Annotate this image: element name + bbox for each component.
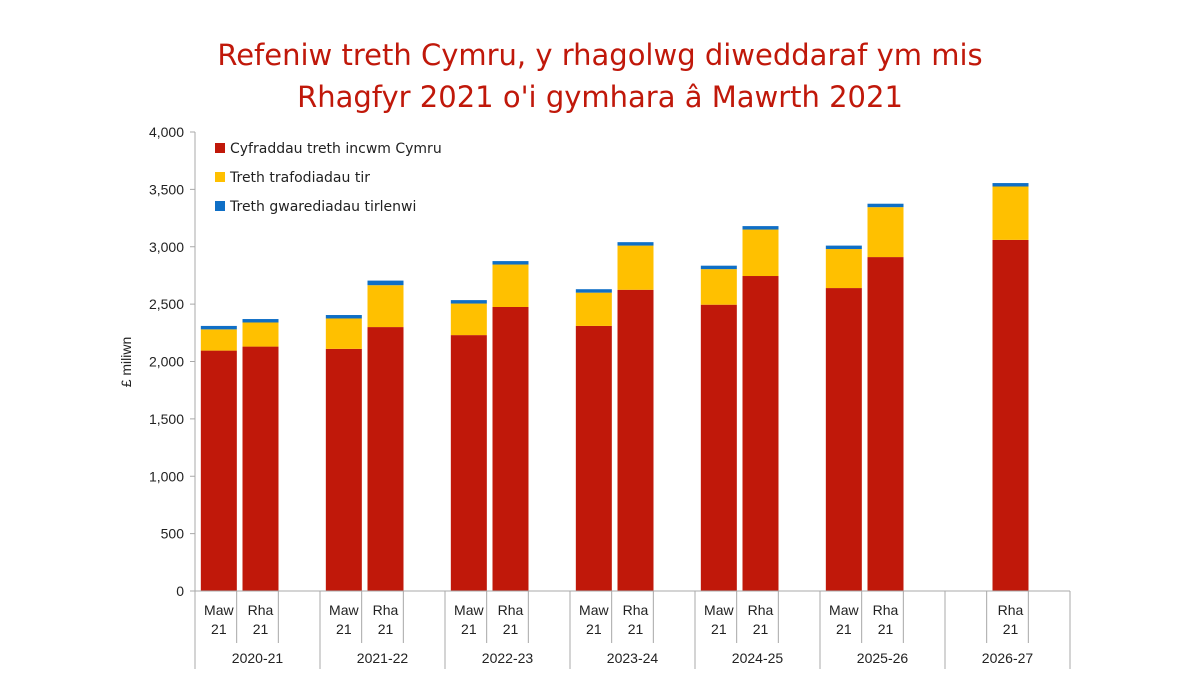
x-tick-label: 21 <box>461 621 477 637</box>
bar-segment-treth-trafodiadau-tir <box>575 292 612 326</box>
x-tick-label: Rha <box>248 602 274 618</box>
y-axis-label: £ miliwn <box>118 337 134 388</box>
bar-segment-cyfraddau-treth-incwm-cymru <box>617 289 654 591</box>
x-tick-label: Rha <box>998 602 1024 618</box>
bar-segment-treth-trafodiadau-tir <box>200 329 237 351</box>
bar-segment-treth-trafodiadau-tir <box>992 186 1029 240</box>
x-group-label: 2020-21 <box>232 650 284 666</box>
bar-segment-treth-trafodiadau-tir <box>825 249 862 289</box>
x-tick-label: 21 <box>1003 621 1019 637</box>
bar-segment-treth-trafodiadau-tir <box>617 245 654 290</box>
x-tick-label: Rha <box>498 602 524 618</box>
chart-title-line-2: Rhagfyr 2021 o'i gymhara â Mawrth 2021 <box>297 80 903 114</box>
legend-swatch-treth-trafodiadau-tir <box>215 172 225 182</box>
bar-segment-treth-gwarediadau-tirlenwi <box>825 245 862 250</box>
y-axis: 0 500 1,000 1,500 2,000 2,500 3,000 3,500 4,000 <box>149 124 196 599</box>
bar-segment-treth-trafodiadau-tir <box>492 264 529 307</box>
x-tick-label: Rha <box>373 602 399 618</box>
legend-label: Treth gwarediadau tirlenwi <box>229 199 416 215</box>
y-tick-label: 2,500 <box>149 296 184 312</box>
x-tick-label: 21 <box>253 621 269 637</box>
y-tick-label: 1,000 <box>149 468 184 484</box>
x-tick-label: 21 <box>711 621 727 637</box>
x-group-label: 2025-26 <box>857 650 909 666</box>
x-tick-label: Maw <box>454 602 484 618</box>
bar-segment-cyfraddau-treth-incwm-cymru <box>825 288 862 591</box>
bar-segment-cyfraddau-treth-incwm-cymru <box>200 350 237 591</box>
x-tick-label: Rha <box>623 602 649 618</box>
bar-segment-treth-trafodiadau-tir <box>867 207 904 258</box>
x-tick-label: Maw <box>579 602 609 618</box>
legend-swatch-treth-gwarediadau-tirlenwi <box>215 201 225 211</box>
bar-segment-treth-gwarediadau-tirlenwi <box>492 261 529 265</box>
bar-segment-treth-trafodiadau-tir <box>242 322 279 347</box>
y-tick-label: 3,500 <box>149 181 184 197</box>
x-group-label: 2021-22 <box>357 650 409 666</box>
x-tick-label: 21 <box>836 621 852 637</box>
bar-segment-treth-gwarediadau-tirlenwi <box>325 315 362 319</box>
y-tick-label: 4,000 <box>149 124 184 140</box>
bar-segment-treth-trafodiadau-tir <box>367 285 404 328</box>
chart-title-line-1: Refeniw treth Cymru, y rhagolwg diweddar… <box>217 38 983 72</box>
bar-segment-treth-gwarediadau-tirlenwi <box>867 203 904 208</box>
bars <box>200 183 1029 592</box>
bar-segment-cyfraddau-treth-incwm-cymru <box>492 306 529 591</box>
x-tick-label: 21 <box>336 621 352 637</box>
bar-segment-treth-trafodiadau-tir <box>742 229 779 277</box>
bar-segment-cyfraddau-treth-incwm-cymru <box>575 325 612 591</box>
x-tick-label: Rha <box>748 602 774 618</box>
bar-segment-treth-gwarediadau-tirlenwi <box>742 226 779 230</box>
y-tick-label: 2,000 <box>149 354 184 370</box>
legend-label: Treth trafodiadau tir <box>229 170 370 186</box>
x-tick-label: 21 <box>503 621 519 637</box>
bar-segment-treth-gwarediadau-tirlenwi <box>992 183 1029 187</box>
x-group-label: 2026-27 <box>982 650 1034 666</box>
legend-swatch-cyfraddau-treth-incwm-cymru <box>215 143 225 153</box>
x-group-label: 2024-25 <box>732 650 784 666</box>
bar-segment-treth-gwarediadau-tirlenwi <box>617 242 654 246</box>
bar-segment-cyfraddau-treth-incwm-cymru <box>450 335 487 591</box>
x-tick-label: 21 <box>753 621 769 637</box>
legend-label: Cyfraddau treth incwm Cymru <box>230 141 442 157</box>
bar-segment-treth-trafodiadau-tir <box>450 303 487 336</box>
y-tick-label: 1,500 <box>149 411 184 427</box>
y-tick-label: 3,000 <box>149 239 184 255</box>
y-tick-label: 500 <box>161 526 185 542</box>
x-tick-label: Maw <box>829 602 859 618</box>
x-group-label: 2022-23 <box>482 650 534 666</box>
x-axis: Maw 21 Rha 21 2020-21 Maw 21 Rha 21 2021-22 Maw 21 R… <box>194 590 1071 669</box>
x-tick-label: 21 <box>628 621 644 637</box>
legend: Cyfraddau treth incwm Cymru Treth trafodi… <box>215 141 442 215</box>
x-tick-label: 21 <box>211 621 227 637</box>
bar-segment-treth-gwarediadau-tirlenwi <box>700 265 737 270</box>
bar-segment-treth-gwarediadau-tirlenwi <box>200 325 237 330</box>
x-tick-label: Maw <box>204 602 234 618</box>
bar-segment-cyfraddau-treth-incwm-cymru <box>742 276 779 591</box>
bar-segment-cyfraddau-treth-incwm-cymru <box>367 327 404 591</box>
bar-segment-treth-gwarediadau-tirlenwi <box>367 280 404 286</box>
bar-segment-treth-gwarediadau-tirlenwi <box>242 319 279 323</box>
bar-segment-cyfraddau-treth-incwm-cymru <box>992 239 1029 592</box>
bar-segment-cyfraddau-treth-incwm-cymru <box>867 257 904 591</box>
x-tick-label: 21 <box>378 621 394 637</box>
bar-segment-treth-gwarediadau-tirlenwi <box>450 300 487 304</box>
chart-title: Refeniw treth Cymru, y rhagolwg diweddar… <box>0 34 1200 118</box>
bar-segment-treth-trafodiadau-tir <box>700 269 737 305</box>
x-tick-label: Maw <box>704 602 734 618</box>
bar-segment-cyfraddau-treth-incwm-cymru <box>242 346 279 591</box>
bar-segment-cyfraddau-treth-incwm-cymru <box>700 304 737 591</box>
bar-segment-treth-trafodiadau-tir <box>325 318 362 349</box>
x-tick-label: Maw <box>329 602 359 618</box>
x-group-label: 2023-24 <box>607 650 659 666</box>
bar-segment-treth-gwarediadau-tirlenwi <box>575 289 612 293</box>
x-tick-label: Rha <box>873 602 899 618</box>
bar-segment-cyfraddau-treth-incwm-cymru <box>325 348 362 591</box>
x-tick-label: 21 <box>586 621 602 637</box>
y-tick-label: 0 <box>176 583 184 599</box>
x-tick-label: 21 <box>878 621 894 637</box>
